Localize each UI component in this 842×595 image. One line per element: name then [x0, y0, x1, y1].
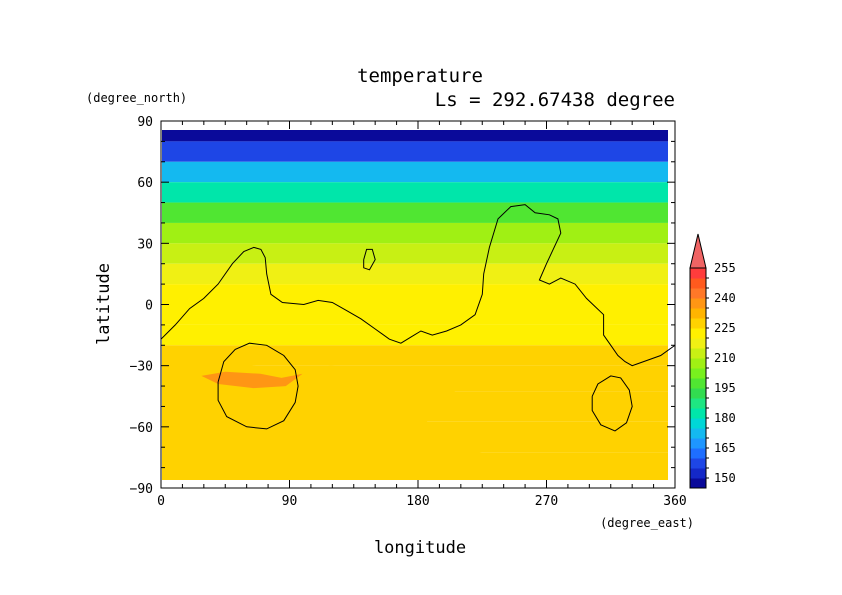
colorbar-label: 240: [714, 291, 736, 305]
y-tick-label: 30: [137, 237, 153, 252]
contour-lines: [161, 204, 675, 432]
colorbar-swatch: [690, 358, 706, 369]
y-tick-label: 90: [137, 115, 153, 130]
field-band: [162, 263, 668, 285]
field-band: [162, 222, 668, 244]
chart-title: temperature: [357, 65, 483, 87]
x-tick-label: 90: [282, 494, 298, 509]
colorbar-swatch: [690, 408, 706, 419]
x-axis-label: longitude: [374, 538, 466, 558]
y-axis-ticks: 90 60 30 0 −30 −60 −90: [130, 115, 675, 497]
colorbar-swatch: [690, 438, 706, 449]
chart-subtitle: Ls = 292.67438 degree: [435, 89, 675, 111]
colorbar-swatch: [690, 478, 706, 489]
x-axis-ticks: 0 90 180 270 360: [157, 121, 687, 509]
colorbar-swatch: [690, 298, 706, 309]
colorbar-swatch: [690, 378, 706, 389]
contour-line: [161, 204, 675, 367]
y-axis-label: latitude: [94, 263, 114, 345]
colorbar-label: 180: [714, 411, 736, 425]
y-tick-label: −60: [130, 421, 153, 436]
colorbar-swatch: [690, 328, 706, 339]
colorbar-label: 210: [714, 351, 736, 365]
y-tick-label: 60: [137, 176, 153, 191]
x-tick-label: 0: [157, 494, 165, 509]
x-tick-label: 180: [406, 494, 429, 509]
colorbar-swatch: [690, 398, 706, 409]
field-patch: [201, 371, 303, 389]
field-band: [162, 284, 668, 305]
colorbar-swatch: [690, 308, 706, 319]
colorbar-swatch: [690, 288, 706, 299]
field-band: [162, 182, 668, 203]
colorbar-swatch: [690, 348, 706, 359]
contour-line: [363, 248, 376, 271]
colorbar-swatch: [690, 318, 706, 329]
colorbar-extend-triangle: [689, 233, 707, 269]
field-band: [162, 202, 668, 223]
field-patch: [162, 361, 486, 478]
colorbar: 150 165 180 195 210 225 240 255: [689, 233, 736, 489]
y-tick-label: −90: [130, 482, 153, 497]
field-band: [162, 130, 668, 142]
field-band: [162, 161, 668, 183]
y-tick-label: −30: [130, 360, 153, 375]
colorbar-swatch: [690, 458, 706, 469]
y-tick-label: 0: [145, 299, 153, 314]
colorbar-label: 150: [714, 471, 736, 485]
x-unit-label: (degree_east): [600, 516, 694, 530]
colorbar-label: 195: [714, 381, 736, 395]
contour-line: [591, 375, 633, 432]
y-unit-label: (degree_north): [86, 91, 187, 105]
temperature-field: [162, 130, 668, 480]
field-band: [162, 304, 668, 325]
contour-line: [217, 342, 299, 430]
colorbar-label: 165: [714, 441, 736, 455]
colorbar-swatch: [690, 388, 706, 399]
colorbar-swatch: [690, 268, 706, 279]
field-band: [162, 141, 668, 162]
colorbar-swatch: [690, 368, 706, 379]
colorbar-swatch: [690, 278, 706, 289]
colorbar-label: 255: [714, 261, 736, 275]
colorbar-swatch: [690, 468, 706, 479]
colorbar-swatch: [690, 428, 706, 439]
colorbar-label: 225: [714, 321, 736, 335]
field-band: [162, 243, 668, 264]
x-tick-label: 360: [663, 494, 686, 509]
colorbar-swatch: [690, 448, 706, 459]
x-tick-label: 270: [535, 494, 558, 509]
colorbar-swatch: [690, 418, 706, 429]
colorbar-swatch: [690, 338, 706, 349]
